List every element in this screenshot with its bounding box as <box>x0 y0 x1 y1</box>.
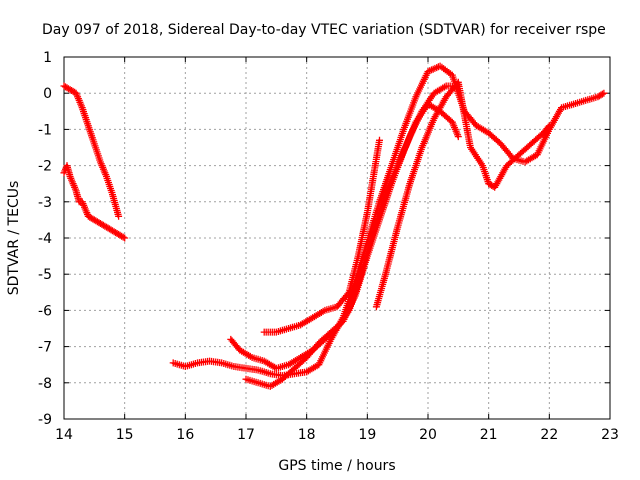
series-arc-1 <box>60 82 123 220</box>
y-tick-label: -4 <box>38 231 52 247</box>
y-tick-label: -9 <box>38 412 52 428</box>
y-tick-label: -3 <box>38 195 52 211</box>
series-markers <box>372 78 553 311</box>
x-tick-label: 19 <box>358 427 376 443</box>
x-tick-label: 16 <box>176 427 194 443</box>
series-arc-7 <box>372 78 553 311</box>
series-arc-2 <box>60 162 129 242</box>
y-tick-label: -7 <box>38 340 52 356</box>
grid <box>64 57 610 419</box>
series-arc-5 <box>242 100 462 390</box>
y-tick-label: -6 <box>38 303 52 319</box>
x-tick-label: 21 <box>480 427 498 443</box>
x-axis-label: GPS time / hours <box>278 458 395 474</box>
series-arc-3 <box>169 62 608 380</box>
y-tick-label: -5 <box>38 267 52 283</box>
series-markers <box>60 82 123 220</box>
series-markers <box>260 136 383 336</box>
x-tick-label: 22 <box>540 427 558 443</box>
series-arc-4 <box>227 82 462 372</box>
y-tick-label: -8 <box>38 376 52 392</box>
axis-ticks: 14 15 16 17 18 19 20 21 22 23 1 0 -1 -2 -3 -4 -5 -6 -7 -8 -9 <box>38 50 619 443</box>
chart-title: Day 097 of 2018, Sidereal Day-to-day VTE… <box>42 22 606 38</box>
y-tick-label: 0 <box>43 86 52 102</box>
y-axis-label: SDTVAR / TECUs <box>6 181 22 296</box>
series-markers <box>60 162 129 242</box>
x-tick-label: 18 <box>298 427 316 443</box>
series-arc-6 <box>260 136 383 336</box>
series <box>60 62 608 390</box>
x-tick-label: 20 <box>419 427 437 443</box>
x-tick-label: 15 <box>116 427 134 443</box>
y-tick-label: 1 <box>43 50 52 66</box>
x-tick-label: 23 <box>601 427 619 443</box>
y-tick-label: -2 <box>38 159 52 175</box>
series-markers <box>227 82 462 372</box>
series-markers <box>169 62 608 380</box>
x-tick-label: 17 <box>237 427 255 443</box>
x-tick-label: 14 <box>55 427 73 443</box>
series-markers <box>242 100 462 390</box>
y-tick-label: -1 <box>38 122 52 138</box>
